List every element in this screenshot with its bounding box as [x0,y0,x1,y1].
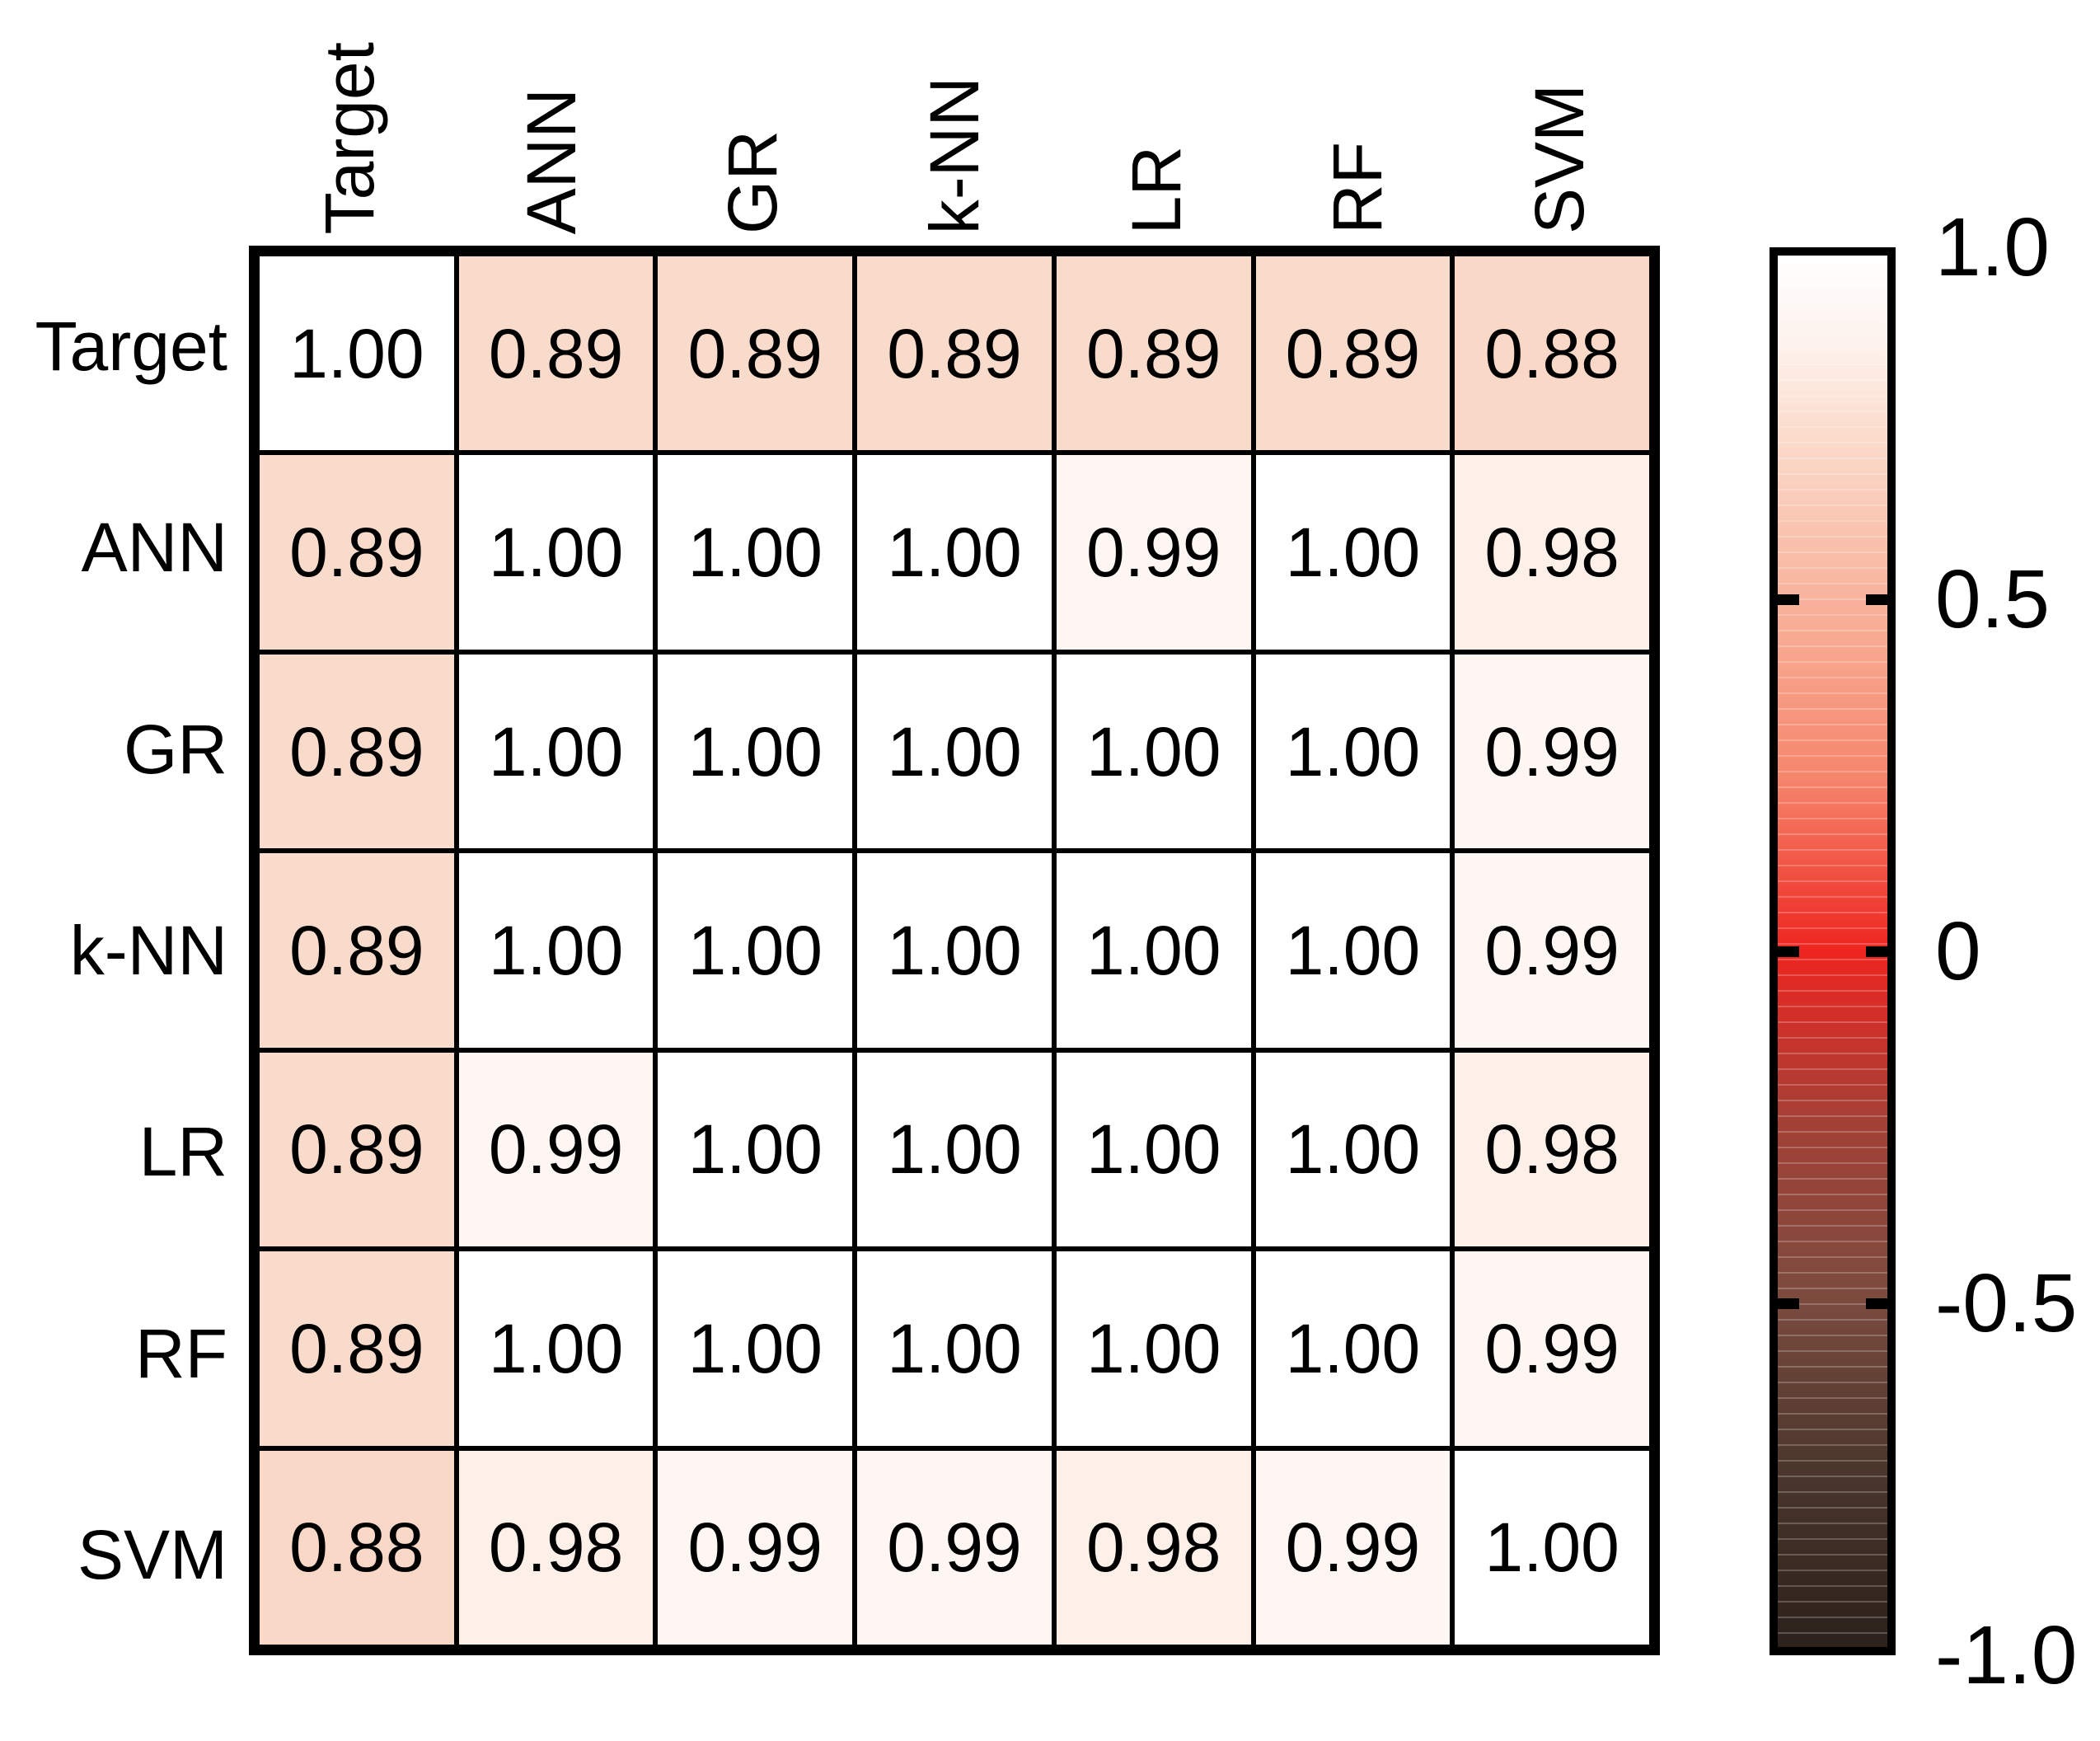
matrix-cell-rf-rf: 1.00 [1253,1249,1453,1448]
colorbar-tick-right-0 [1866,946,1887,957]
colorbar-tick-left--0.5 [1778,1298,1799,1309]
colorbar-tick-label-1.0: 1.0 [1935,201,2051,293]
matrix-cell-target-target: 1.00 [257,254,457,453]
matrix-cell-rf-svm: 0.99 [1452,1249,1652,1448]
colorbar-tick-left-0 [1778,946,1799,957]
matrix-cell-ann-gr: 1.00 [655,453,855,652]
matrix-cell-ann-svm: 0.98 [1452,453,1652,652]
colorbar-tick-label-0.5: 0.5 [1935,553,2051,645]
column-label-text: Target [311,41,389,234]
column-label-target: Target [249,0,451,234]
matrix-cell-lr-ann: 0.99 [456,1049,656,1250]
colorbar-tick-right-0.5 [1866,594,1887,605]
row-label-rf: RF [135,1314,227,1392]
column-label-k-nn: k-NN [854,0,1056,234]
row-label-gr: GR [124,710,227,788]
matrix-cell-gr-k-nn: 1.00 [855,651,1054,852]
matrix-cell-lr-lr: 1.00 [1053,1049,1254,1250]
matrix-cell-lr-k-nn: 1.00 [855,1049,1054,1250]
matrix-cell-gr-gr: 1.00 [655,651,855,852]
matrix-cell-ann-k-nn: 1.00 [855,453,1054,652]
matrix-cell-ann-ann: 1.00 [456,453,656,652]
matrix-cell-gr-svm: 0.99 [1452,651,1652,852]
matrix-cell-k-nn-gr: 1.00 [655,851,855,1050]
row-label-ann: ANN [81,509,227,587]
colorbar-tick-right--0.5 [1866,1298,1887,1309]
matrix-cell-gr-lr: 1.00 [1053,651,1254,852]
matrix-cell-target-lr: 0.89 [1053,254,1254,453]
column-label-text: ANN [512,87,590,234]
matrix-cell-target-svm: 0.88 [1452,254,1652,453]
matrix-cell-svm-k-nn: 0.99 [855,1448,1054,1647]
matrix-cell-k-nn-rf: 1.00 [1253,851,1453,1050]
row-label-k-nn: k-NN [69,911,227,989]
column-label-text: RF [1319,142,1397,234]
matrix-cell-gr-rf: 1.00 [1253,651,1453,852]
matrix-cell-k-nn-ann: 1.00 [456,851,656,1050]
matrix-cell-rf-ann: 1.00 [456,1249,656,1448]
colorbar-tick-left-0.5 [1778,594,1799,605]
matrix-cell-svm-ann: 0.98 [456,1448,656,1647]
matrix-cell-ann-lr: 0.99 [1053,453,1254,652]
column-label-text: k-NN [915,76,993,234]
matrix-cell-gr-target: 0.89 [257,651,457,852]
matrix-cell-rf-lr: 1.00 [1053,1249,1254,1448]
matrix-cell-target-rf: 0.89 [1253,254,1453,453]
matrix-cell-lr-rf: 1.00 [1253,1049,1453,1250]
colorbar-tick-label--0.5: -0.5 [1935,1257,2078,1349]
matrix-cell-rf-target: 0.89 [257,1249,457,1448]
matrix-cell-ann-target: 0.89 [257,453,457,652]
matrix-cell-svm-svm: 1.00 [1452,1448,1652,1647]
matrix-cell-k-nn-svm: 0.99 [1452,851,1652,1050]
matrix-cell-target-k-nn: 0.89 [855,254,1054,453]
matrix-cell-ann-rf: 1.00 [1253,453,1453,652]
matrix-cell-svm-gr: 0.99 [655,1448,855,1647]
row-label-svm: SVM [77,1515,227,1593]
matrix-cell-k-nn-lr: 1.00 [1053,851,1254,1050]
matrix-cell-svm-rf: 0.99 [1253,1448,1453,1647]
column-label-gr: GR [652,0,854,234]
column-label-text: LR [1117,145,1195,234]
matrix-cell-k-nn-target: 0.89 [257,851,457,1050]
row-label-target: Target [35,307,227,386]
matrix-cell-target-ann: 0.89 [456,254,656,453]
column-label-ann: ANN [451,0,653,234]
column-label-svm: SVM [1458,0,1660,234]
colorbar-tick-label-0: 0 [1935,905,1981,997]
column-label-text: GR [714,130,792,234]
colorbar-tick-label--1.0: -1.0 [1935,1609,2078,1701]
matrix-cell-lr-gr: 1.00 [655,1049,855,1250]
heatmap-matrix: 1.00 0.89 0.89 0.89 0.89 0.89 0.88 0.89 1.00 1.00… [249,246,1660,1655]
matrix-cell-lr-target: 0.89 [257,1049,457,1250]
row-label-lr: LR [138,1113,227,1191]
matrix-cell-lr-svm: 0.98 [1452,1049,1652,1250]
matrix-cell-gr-ann: 1.00 [456,651,656,852]
matrix-cell-svm-target: 0.88 [257,1448,457,1647]
matrix-cell-svm-lr: 0.98 [1053,1448,1254,1647]
column-label-rf: RF [1257,0,1459,234]
matrix-cell-rf-k-nn: 1.00 [855,1249,1054,1448]
matrix-cell-target-gr: 0.89 [655,254,855,453]
column-label-lr: LR [1055,0,1257,234]
matrix-cell-k-nn-k-nn: 1.00 [855,851,1054,1050]
column-label-text: SVM [1520,83,1598,234]
colorbar [1770,247,1896,1655]
matrix-cell-rf-gr: 1.00 [655,1249,855,1448]
